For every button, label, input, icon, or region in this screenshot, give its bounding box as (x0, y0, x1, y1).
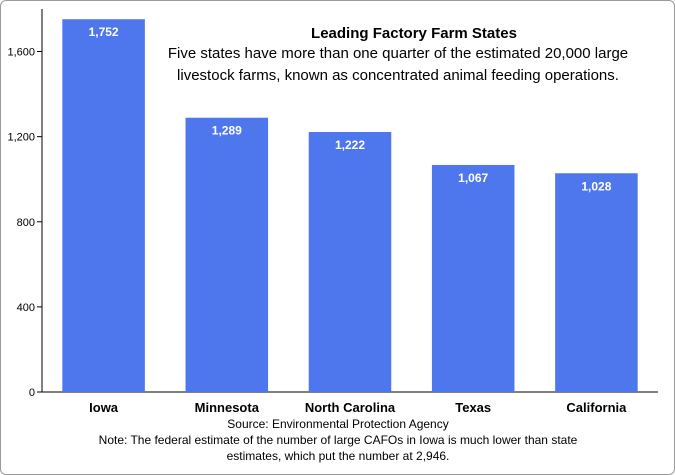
chart-subtitle-line-2: livestock farms, known as concentrated a… (177, 67, 619, 84)
y-tick-label: 1,600 (7, 47, 35, 59)
bars-group (62, 19, 638, 393)
x-category-label: North Carolina (305, 400, 396, 415)
bar-north-carolina (308, 131, 392, 393)
x-category-label: Minnesota (195, 400, 260, 415)
chart-subtitle-line-1: Five states have more than one quarter o… (168, 45, 628, 62)
category-labels-group: Iowa Minnesota North Carolina Texas Californ… (89, 400, 627, 415)
note-text-line-1: Note: The federal estimate of the number… (99, 433, 578, 447)
x-category-label: Iowa (89, 400, 119, 415)
bar-iowa (62, 19, 145, 393)
y-tick-label: 800 (17, 217, 35, 229)
bar-value-label: 1,752 (89, 25, 119, 39)
y-tick-label: 0 (29, 387, 35, 399)
bar-value-label: 1,067 (458, 171, 488, 185)
bar-minnesota (185, 117, 269, 393)
note-text-line-2: estimates, which put the number at 2,946… (227, 449, 450, 463)
y-axis-ticks: 0 400 800 1,200 1,600 (7, 47, 42, 399)
source-text: Source: Environmental Protection Agency (227, 417, 448, 431)
bar-value-label: 1,028 (581, 179, 611, 193)
bar-value-label: 1,222 (335, 138, 365, 152)
data-labels-group: 1,752 1,289 1,222 1,067 1,028 (89, 25, 612, 193)
x-category-label: Texas (455, 400, 491, 415)
bar-texas (431, 164, 515, 392)
bar-california (555, 173, 638, 392)
chart-title: Leading Factory Farm States (311, 25, 517, 42)
y-tick-label: 1,200 (7, 132, 35, 144)
bar-value-label: 1,289 (212, 124, 242, 138)
y-tick-label: 400 (17, 302, 35, 314)
x-category-label: California (566, 400, 627, 415)
